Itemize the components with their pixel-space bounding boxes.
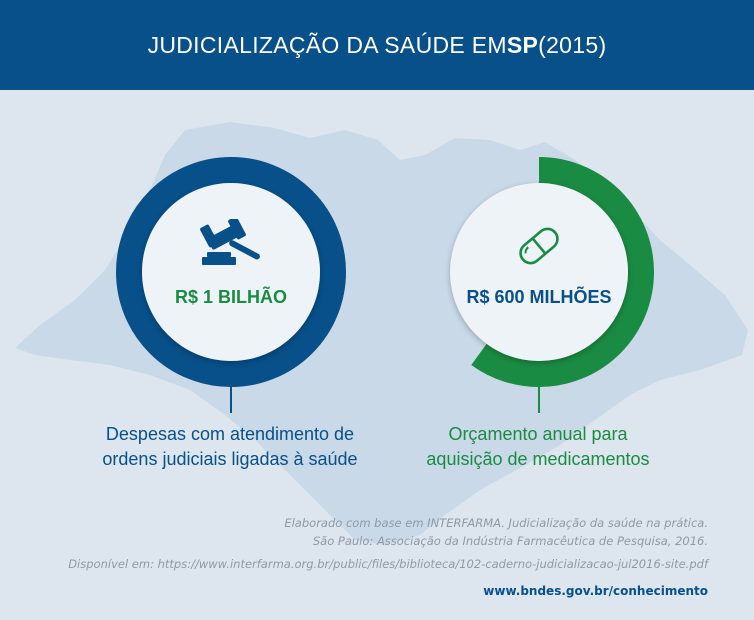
title-suffix: (2015) bbox=[538, 31, 607, 58]
ring-left-arc bbox=[116, 157, 346, 387]
description-right-line1: Orçamento anual para bbox=[448, 424, 628, 444]
title-prefix: JUDICIALIZAÇÃO DA SAÚDE EM bbox=[147, 31, 507, 58]
description-left-line2: ordens judiciais ligadas à saúde bbox=[102, 449, 358, 469]
description-left: Despesas com atendimento de ordens judic… bbox=[60, 422, 400, 472]
description-right-line2: aquisição de medicamentos bbox=[426, 449, 650, 469]
pill-icon bbox=[519, 227, 559, 265]
source-url: Disponível em: https://www.interfarma.or… bbox=[68, 555, 708, 573]
source-credit: Elaborado com base em INTERFARMA. Judici… bbox=[284, 514, 708, 550]
source-line1: Elaborado com base em INTERFARMA. Judici… bbox=[284, 516, 708, 530]
source-line3: Disponível em: https://www.interfarma.or… bbox=[68, 557, 708, 571]
ring-left bbox=[116, 157, 346, 387]
title-bold: SP bbox=[506, 31, 539, 58]
page-header: JUDICIALIZAÇÃO DA SAÚDE EM SP (2015) bbox=[0, 0, 754, 90]
ring-right bbox=[424, 157, 654, 387]
circle-right: R$ 600 MILHÕES bbox=[450, 183, 628, 361]
value-right: R$ 600 MILHÕES bbox=[466, 287, 612, 307]
value-left: R$ 1 BILHÃO bbox=[174, 287, 288, 307]
description-left-line1: Despesas com atendimento de bbox=[105, 424, 355, 444]
connector-right bbox=[538, 375, 540, 413]
circle-left: R$ 1 BILHÃO bbox=[142, 183, 320, 361]
bndes-link[interactable]: www.bndes.gov.br/conhecimento bbox=[483, 584, 708, 598]
connector-left bbox=[230, 375, 232, 413]
description-right: Orçamento anual para aquisição de medica… bbox=[388, 422, 688, 472]
source-line2: São Paulo: Associação da Indústria Farma… bbox=[312, 534, 708, 548]
ring-right-arc bbox=[424, 157, 654, 387]
gavel-icon bbox=[200, 219, 260, 265]
